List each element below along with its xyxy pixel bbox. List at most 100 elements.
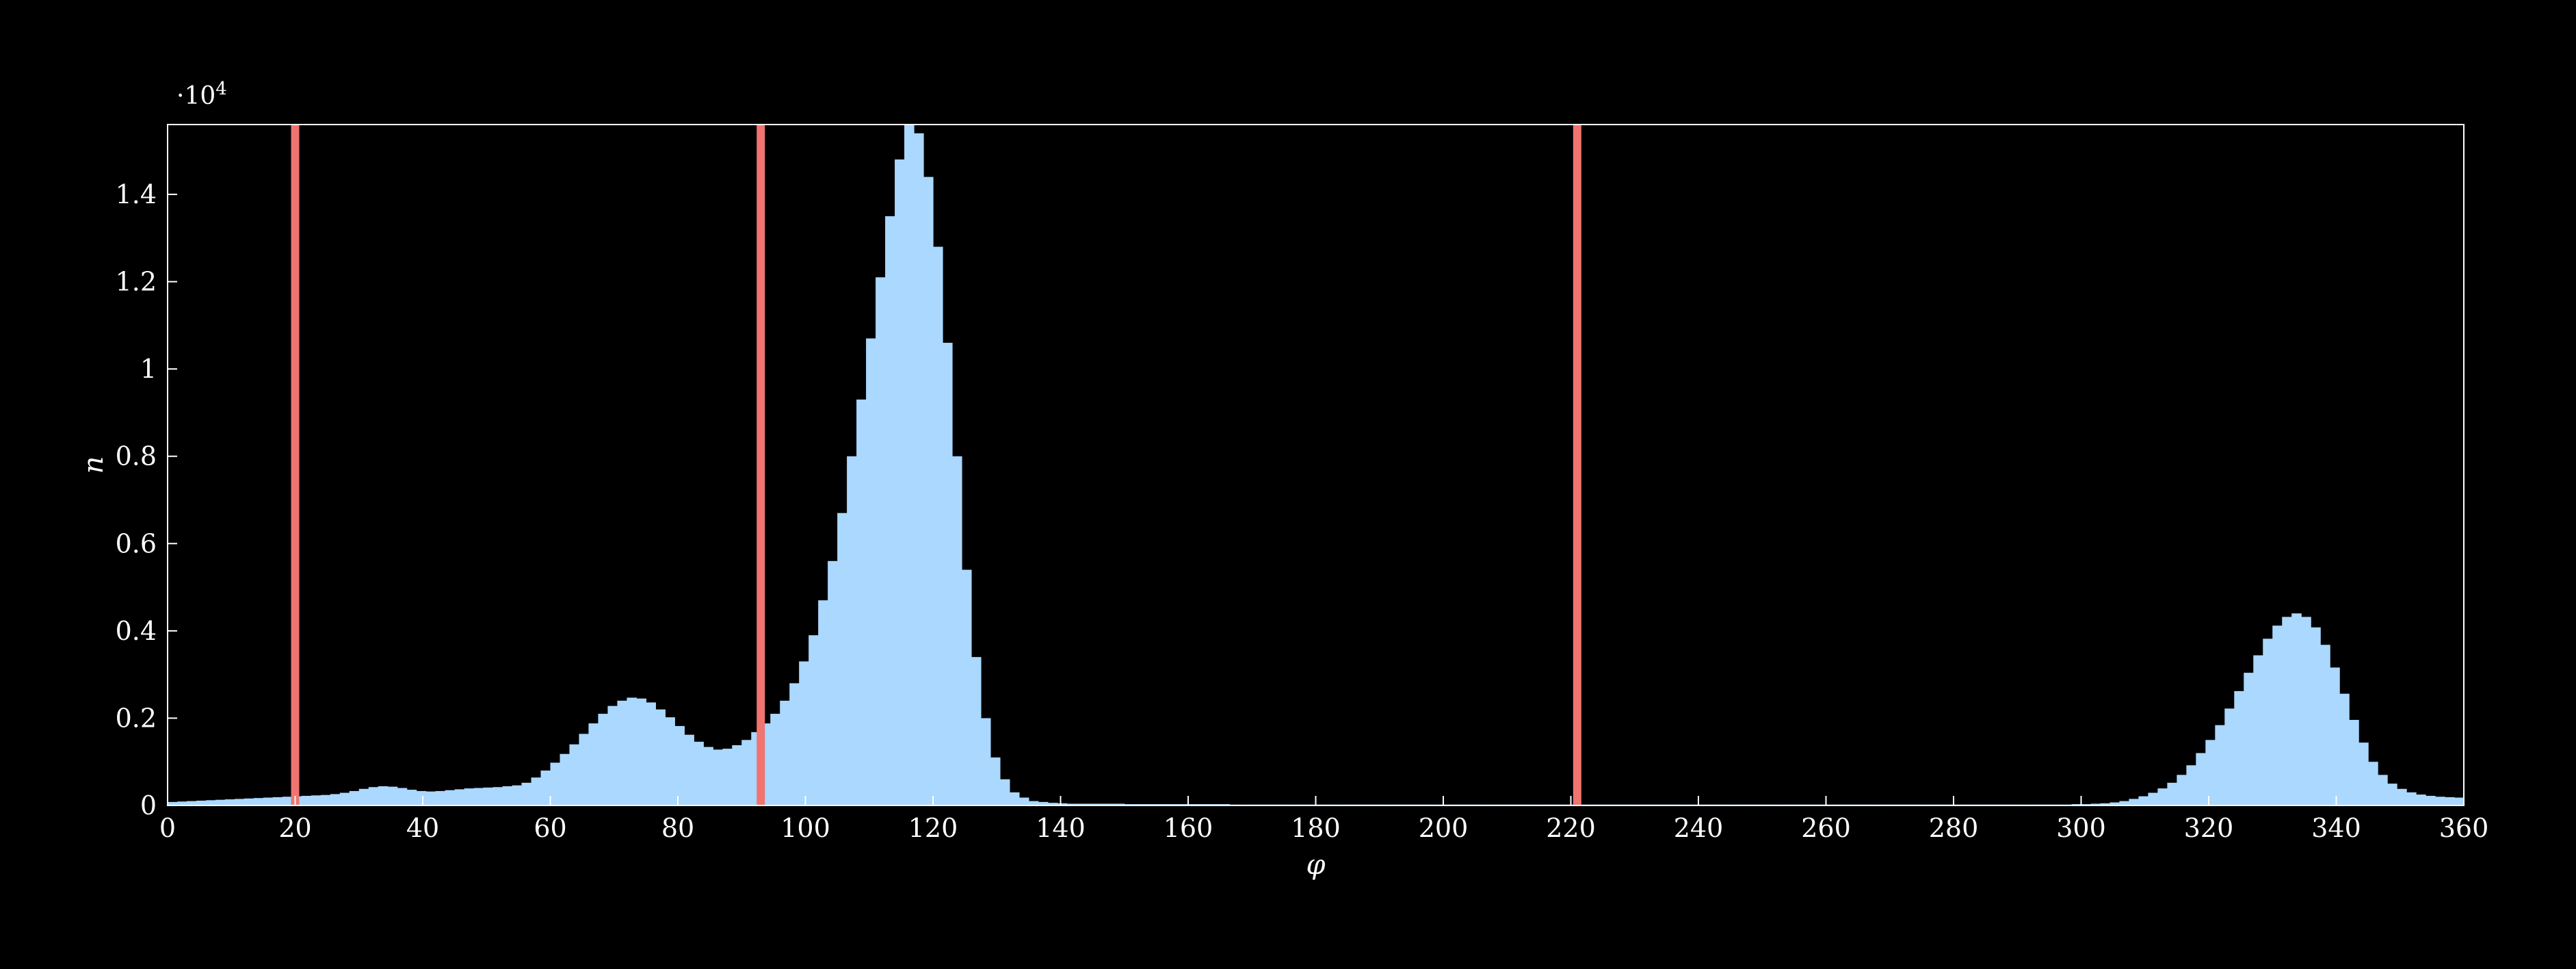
histogram-bar (2358, 742, 2369, 805)
histogram-bar (369, 787, 379, 805)
histogram-bar (799, 662, 809, 805)
histogram-bar (445, 790, 456, 805)
x-tick-label: 240 (1674, 813, 1724, 843)
histogram-bar (962, 570, 972, 805)
histogram-bar (741, 740, 752, 805)
histogram-bar (2378, 775, 2388, 805)
y-tick-label: 0.6 (116, 528, 157, 558)
histogram-bar (636, 699, 646, 805)
y-scale-exponent: 4 (215, 79, 227, 99)
histogram-bar (426, 792, 436, 805)
histogram-bar (789, 683, 800, 805)
x-tick-label: 180 (1291, 813, 1341, 843)
histogram-bar (263, 798, 274, 805)
histogram-bar (856, 400, 867, 805)
histogram-bar (2320, 645, 2330, 805)
y-axis-label: n (78, 456, 109, 474)
y-tick-label: 0.2 (116, 703, 157, 733)
histogram-bar (722, 749, 733, 805)
histogram-bar (2368, 762, 2378, 805)
histogram-bar (665, 717, 675, 805)
histogram-bar (828, 561, 838, 805)
histogram-bar (923, 177, 934, 805)
histogram-bar (866, 339, 876, 805)
histogram-bar (981, 718, 991, 805)
histogram-bar (876, 277, 886, 805)
histogram-bar (244, 799, 254, 805)
x-tick-label: 280 (1929, 813, 1979, 843)
y-scale-base: ·10 (176, 82, 215, 110)
x-tick-label: 300 (2056, 813, 2106, 843)
histogram-bar (2311, 628, 2321, 805)
x-tick-label: 120 (908, 813, 958, 843)
histogram-bar (2244, 673, 2254, 805)
histogram-bar (579, 734, 589, 805)
y-axis-scale-multiplier: ·104 (176, 79, 227, 110)
x-axis-label: φ (1306, 849, 1325, 881)
histogram-bar (2339, 694, 2350, 805)
histogram-bar (837, 513, 847, 805)
histogram-bar (225, 799, 235, 805)
histogram-bar (598, 714, 608, 805)
x-tick-label: 80 (661, 813, 694, 843)
histogram-bar (2177, 775, 2187, 805)
y-tick-label: 1 (140, 354, 157, 384)
histogram-bar (847, 456, 857, 805)
histogram-bar (904, 125, 915, 805)
plot-frame (168, 125, 2464, 805)
histogram-bar (2148, 793, 2158, 805)
histogram-bar (607, 706, 618, 805)
histogram-bar (674, 726, 685, 805)
histogram-bar (2129, 799, 2139, 805)
x-tick-label: 320 (2184, 813, 2234, 843)
x-tick-label: 260 (1801, 813, 1851, 843)
x-tick-label: 360 (2439, 813, 2489, 843)
x-tick-label: 200 (1419, 813, 1469, 843)
histogram-bar (196, 801, 207, 805)
histogram-bar (436, 791, 446, 805)
histogram-bar (2167, 783, 2177, 805)
histogram-bar (627, 697, 637, 805)
histogram-bar (895, 159, 905, 805)
y-tick-label: 0 (140, 790, 157, 821)
histogram-bar (2253, 656, 2263, 805)
histogram-bar (484, 788, 494, 805)
histogram-bar (2445, 797, 2455, 805)
histogram-bar (1000, 779, 1010, 805)
histogram-bar (2215, 725, 2225, 805)
histogram-bar (588, 723, 599, 805)
histogram-bar (818, 600, 828, 805)
histogram-bar (273, 797, 283, 805)
histogram-bar (551, 762, 561, 805)
histogram-bar (235, 799, 245, 805)
histogram-bar (541, 771, 551, 805)
x-tick-label: 140 (1036, 813, 1086, 843)
histogram-bar (2330, 667, 2340, 805)
histogram-bar (713, 749, 723, 805)
histogram-bar (2272, 625, 2283, 805)
histogram-bar (493, 787, 503, 805)
histogram-bar (350, 791, 360, 805)
x-tick-label: 160 (1164, 813, 1213, 843)
histogram-bar (2263, 638, 2273, 805)
histogram-bar (2234, 691, 2244, 805)
histogram-bar (2157, 788, 2168, 805)
x-tick-label: 60 (534, 813, 566, 843)
histogram-bar (617, 701, 627, 805)
histogram-bar (512, 786, 523, 805)
histogram-bar (2224, 708, 2235, 805)
histogram-bar (2282, 617, 2292, 805)
histogram-bar (2435, 797, 2445, 805)
x-tick-label: 0 (159, 813, 176, 843)
histogram-bar (694, 742, 704, 805)
histogram-bar (560, 754, 570, 805)
histogram-bar (388, 787, 398, 805)
histogram-bar (2196, 753, 2206, 805)
y-tick-label: 1.4 (116, 179, 157, 209)
histogram-bar (531, 777, 542, 805)
histogram-bar (455, 789, 465, 805)
histogram-bar (464, 788, 475, 805)
histogram-bar (2426, 796, 2436, 805)
